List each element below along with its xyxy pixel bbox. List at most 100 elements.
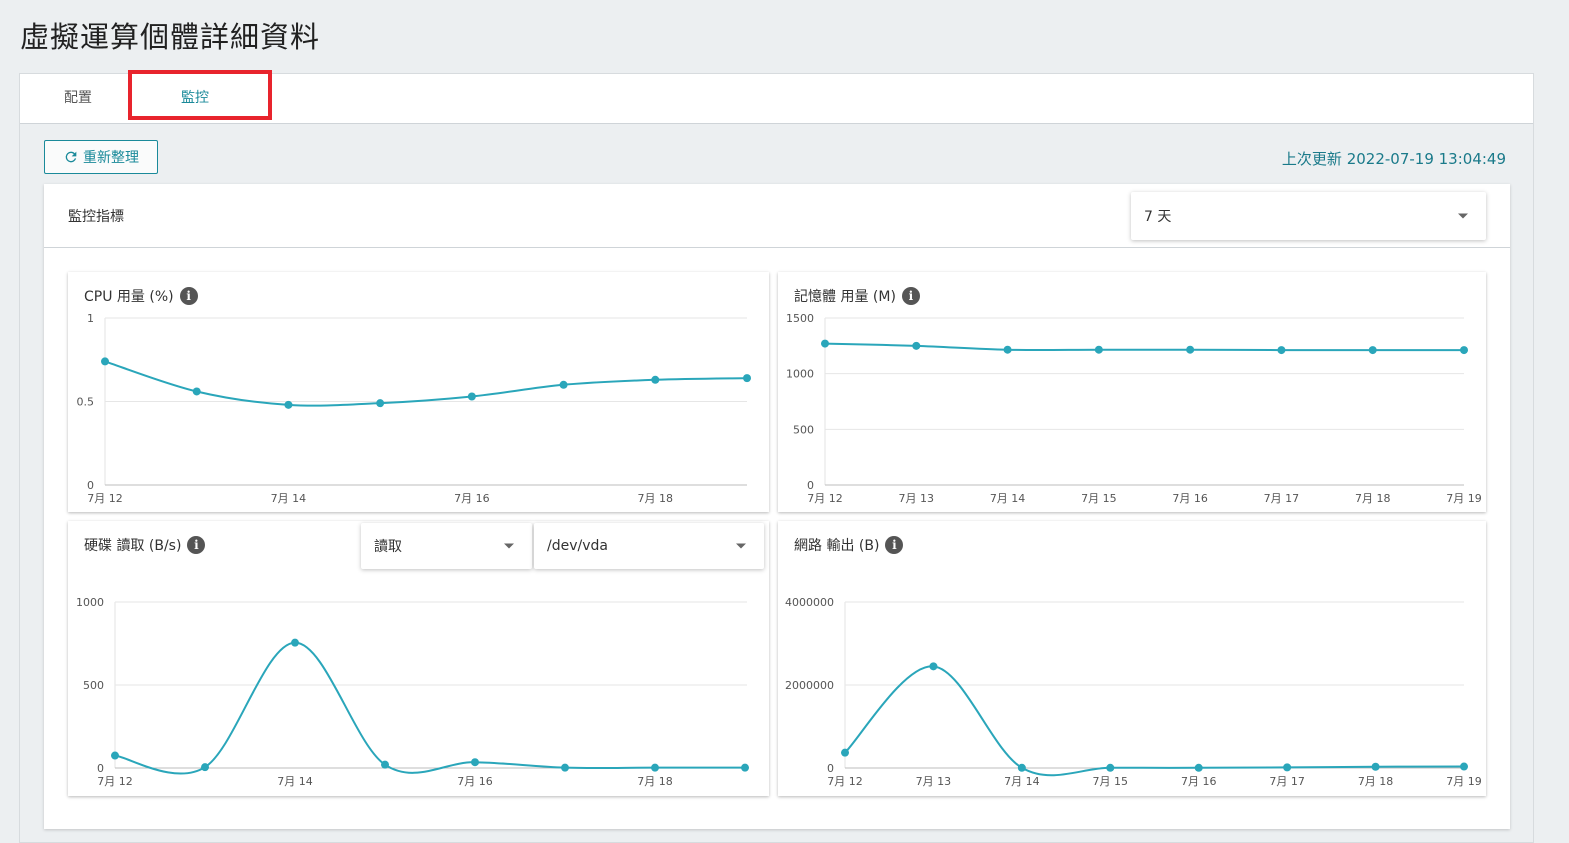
series-line xyxy=(114,641,746,775)
x-tick-label: 7月 17 xyxy=(1264,492,1300,505)
page-title: 虛擬運算個體詳細資料 xyxy=(20,20,321,54)
y-tick-label: 0 xyxy=(827,762,834,775)
x-tick-label: 7月 16 xyxy=(457,775,493,788)
x-tick-label: 7月 18 xyxy=(637,775,673,788)
cpu-chart: 0 0.5 1 7月 12 7月 14 7月 16 7月 18 xyxy=(77,312,751,505)
x-tick-label: 7月 12 xyxy=(97,775,133,788)
data-point xyxy=(471,758,479,767)
y-tick-label: 4000000 xyxy=(785,596,834,609)
metrics-header: 監控指標 7 天 xyxy=(44,184,1510,248)
data-point xyxy=(284,400,293,409)
data-point xyxy=(561,763,569,772)
info-icon[interactable]: i xyxy=(901,287,920,305)
x-tick-label: 7月 13 xyxy=(916,775,952,788)
metrics-panel: 監控指標 7 天 0 0.5 1 7月 12 7月 14 7月 16 7月 18 CPU 用… xyxy=(44,184,1510,829)
disk-device-value: /dev/vda xyxy=(547,538,608,554)
x-tick-label: 7月 17 xyxy=(1269,775,1305,788)
last-update-text: 上次更新 2022-07-19 13:04:49 xyxy=(1281,150,1506,168)
y-tick-label: 0 xyxy=(97,762,104,775)
x-tick-label: 7月 14 xyxy=(1004,775,1040,788)
time-range-value: 7 天 xyxy=(1144,209,1172,225)
x-tick-label: 7月 12 xyxy=(87,492,123,505)
data-point xyxy=(101,357,109,366)
x-tick-label: 7月 15 xyxy=(1093,775,1129,788)
series-line xyxy=(844,665,1465,777)
data-point xyxy=(376,399,385,408)
x-tick-label: 7月 13 xyxy=(899,492,935,505)
memory-chart-card: 0 500 1000 1500 7月 12 7月 13 7月 14 7月 15 7月 16 7月 … xyxy=(778,272,1486,512)
data-point xyxy=(1368,346,1377,355)
data-point xyxy=(111,751,119,760)
tabs-bar: 配置 監控 xyxy=(20,70,1533,124)
data-point xyxy=(1460,762,1468,771)
data-point xyxy=(201,763,209,772)
disk-chart: 0 500 1000 7月 12 7月 14 7月 16 7月 18 xyxy=(76,596,749,788)
y-tick-label: 0 xyxy=(807,479,814,492)
y-tick-label: 1500 xyxy=(786,312,814,325)
data-point xyxy=(1017,763,1026,772)
refresh-button[interactable]: 重新整理 xyxy=(44,140,158,174)
data-point xyxy=(651,375,660,384)
data-point xyxy=(1460,346,1468,355)
data-point xyxy=(841,748,849,757)
chevron-down-icon xyxy=(504,543,514,549)
data-point xyxy=(1277,346,1286,355)
x-tick-label: 7月 18 xyxy=(1358,775,1394,788)
disk-device-select[interactable]: /dev/vda xyxy=(534,523,764,569)
data-point xyxy=(291,638,299,647)
disk-chart-title-text: 硬碟 讀取 (B/s) xyxy=(84,538,182,554)
data-point xyxy=(1194,763,1203,772)
x-tick-label: 7月 16 xyxy=(1172,492,1208,505)
network-chart-title-text: 網路 輸出 (B) xyxy=(794,538,880,554)
y-tick-label: 500 xyxy=(83,679,104,692)
data-point xyxy=(467,392,476,401)
y-tick-label: 500 xyxy=(793,423,814,436)
data-point xyxy=(743,374,751,383)
data-point xyxy=(1094,345,1103,354)
y-tick-label: 1 xyxy=(87,312,94,325)
data-point xyxy=(381,760,389,769)
y-tick-label: 0 xyxy=(87,479,94,492)
chevron-down-icon xyxy=(1458,213,1468,219)
y-tick-label: 0.5 xyxy=(77,396,95,409)
metrics-label: 監控指標 xyxy=(68,209,124,225)
disk-mode-select[interactable]: 讀取 xyxy=(361,523,532,569)
tab-monitor[interactable]: 監控 xyxy=(181,90,209,106)
x-tick-label: 7月 12 xyxy=(807,492,843,505)
x-tick-label: 7月 18 xyxy=(1355,492,1391,505)
chevron-down-icon xyxy=(736,543,746,549)
disk-mode-value: 讀取 xyxy=(374,539,402,555)
x-tick-label: 7月 14 xyxy=(277,775,313,788)
x-tick-label: 7月 14 xyxy=(271,492,307,505)
network-chart-card: 0 2000000 4000000 7月 12 7月 13 7月 14 7月 15 7月 16… xyxy=(778,521,1486,796)
data-point xyxy=(1003,345,1012,354)
disk-chart-title: 硬碟 讀取 (B/s) i xyxy=(84,535,206,555)
series-line xyxy=(104,360,748,407)
cpu-chart-title: CPU 用量 (%) i xyxy=(84,286,198,306)
network-chart: 0 2000000 4000000 7月 12 7月 13 7月 14 7月 15 7月 16… xyxy=(785,596,1482,788)
tab-config[interactable]: 配置 xyxy=(64,90,92,106)
instance-detail-card: 配置 監控 重新整理 上次更新 2022-07-19 13:04:49 監控指標… xyxy=(19,70,1534,843)
network-chart-title: 網路 輸出 (B) i xyxy=(794,535,904,555)
info-icon[interactable]: i xyxy=(885,536,904,554)
refresh-label: 重新整理 xyxy=(83,150,139,166)
info-icon[interactable]: i xyxy=(179,287,198,305)
data-point xyxy=(651,763,659,772)
cpu-chart-card: 0 0.5 1 7月 12 7月 14 7月 16 7月 18 CPU 用量 (%) i xyxy=(68,272,769,512)
data-point xyxy=(741,763,749,772)
x-tick-label: 7月 15 xyxy=(1081,492,1117,505)
data-point xyxy=(1186,345,1195,354)
memory-chart-title: 記憶體 用量 (M) i xyxy=(794,286,920,306)
data-point xyxy=(821,339,829,348)
y-tick-label: 1000 xyxy=(786,368,814,381)
data-point xyxy=(1106,763,1115,772)
x-tick-label: 7月 19 xyxy=(1446,492,1482,505)
time-range-select[interactable]: 7 天 xyxy=(1131,192,1486,240)
series-line xyxy=(824,342,1464,352)
cpu-chart-title-text: CPU 用量 (%) xyxy=(84,289,174,305)
data-point xyxy=(929,662,938,671)
info-icon[interactable]: i xyxy=(187,536,206,554)
data-point xyxy=(1283,763,1292,772)
y-tick-label: 1000 xyxy=(76,596,104,609)
x-tick-label: 7月 16 xyxy=(454,492,490,505)
